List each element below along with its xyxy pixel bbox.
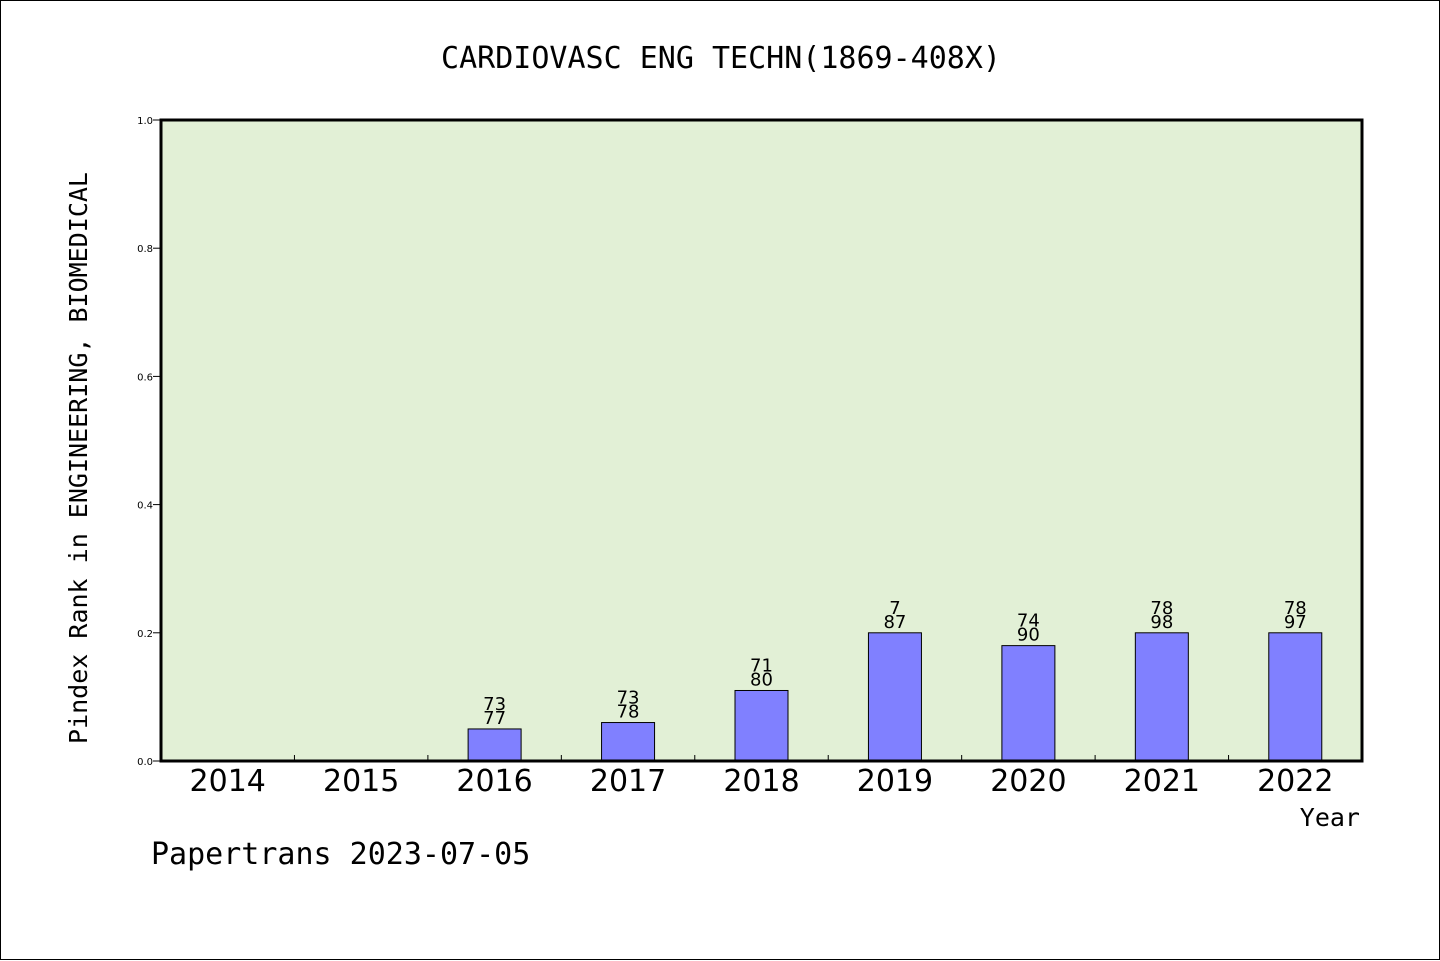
plot-border <box>159 118 1364 763</box>
bar-label-top: 78 <box>1150 598 1173 619</box>
bar-label-bottom: 80 <box>750 669 773 690</box>
y-axis-label: Pindex Rank in ENGINEERING, BIOMEDICAL <box>64 172 93 744</box>
y-tick-label: 0.8 <box>137 244 153 255</box>
bar <box>467 728 522 762</box>
bar-label-bottom: 98 <box>1150 612 1173 633</box>
y-tick-label: 0.0 <box>137 757 153 768</box>
y-tick-label: 0.2 <box>137 629 153 640</box>
x-tick-label: 2017 <box>590 764 666 799</box>
x-tick-label: 2014 <box>190 764 266 799</box>
footer-credit: Papertrans 2023-07-05 <box>151 837 530 872</box>
x-tick-label: 2021 <box>1124 764 1200 799</box>
y-axis: 0.0 0.2 0.4 0.6 0.8 1.0 <box>137 116 161 768</box>
bar-label-top: 78 <box>1284 598 1307 619</box>
x-tick-label: 2015 <box>323 764 399 799</box>
bar <box>1268 632 1323 762</box>
bar <box>867 632 922 762</box>
x-axis: 2014 2015 2016 2017 2018 2019 2020 2021 2022 <box>190 755 1333 799</box>
bar-label-top: 73 <box>483 694 506 715</box>
x-tick-label: 2019 <box>857 764 933 799</box>
bars-group <box>467 632 1323 762</box>
bar-label-bottom: 87 <box>883 612 906 633</box>
y-tick-label: 0.6 <box>137 372 153 383</box>
bar <box>1134 632 1189 762</box>
y-tick-label: 1.0 <box>137 116 153 127</box>
x-tick-label: 2018 <box>723 764 799 799</box>
bar <box>1001 645 1056 762</box>
bar-label-bottom: 78 <box>617 702 640 723</box>
x-tick-label: 2022 <box>1257 764 1333 799</box>
bar-label-bottom: 90 <box>1017 625 1040 646</box>
y-tick-label: 0.4 <box>137 501 153 512</box>
bar <box>601 722 656 762</box>
x-axis-label: Year <box>1300 803 1360 832</box>
bar-label-top: 7 <box>889 598 900 619</box>
bar-label-bottom: 97 <box>1284 612 1307 633</box>
chart-title: CARDIOVASC ENG TECHN(1869-408X) <box>441 41 1001 76</box>
x-tick-label: 2020 <box>990 764 1066 799</box>
x-tick-label: 2016 <box>456 764 532 799</box>
bar <box>734 689 789 762</box>
bar-label-top: 71 <box>750 655 773 676</box>
bar-label-top: 74 <box>1017 611 1040 632</box>
bar-label-bottom: 77 <box>483 708 506 729</box>
bar-label-top: 73 <box>617 688 640 709</box>
